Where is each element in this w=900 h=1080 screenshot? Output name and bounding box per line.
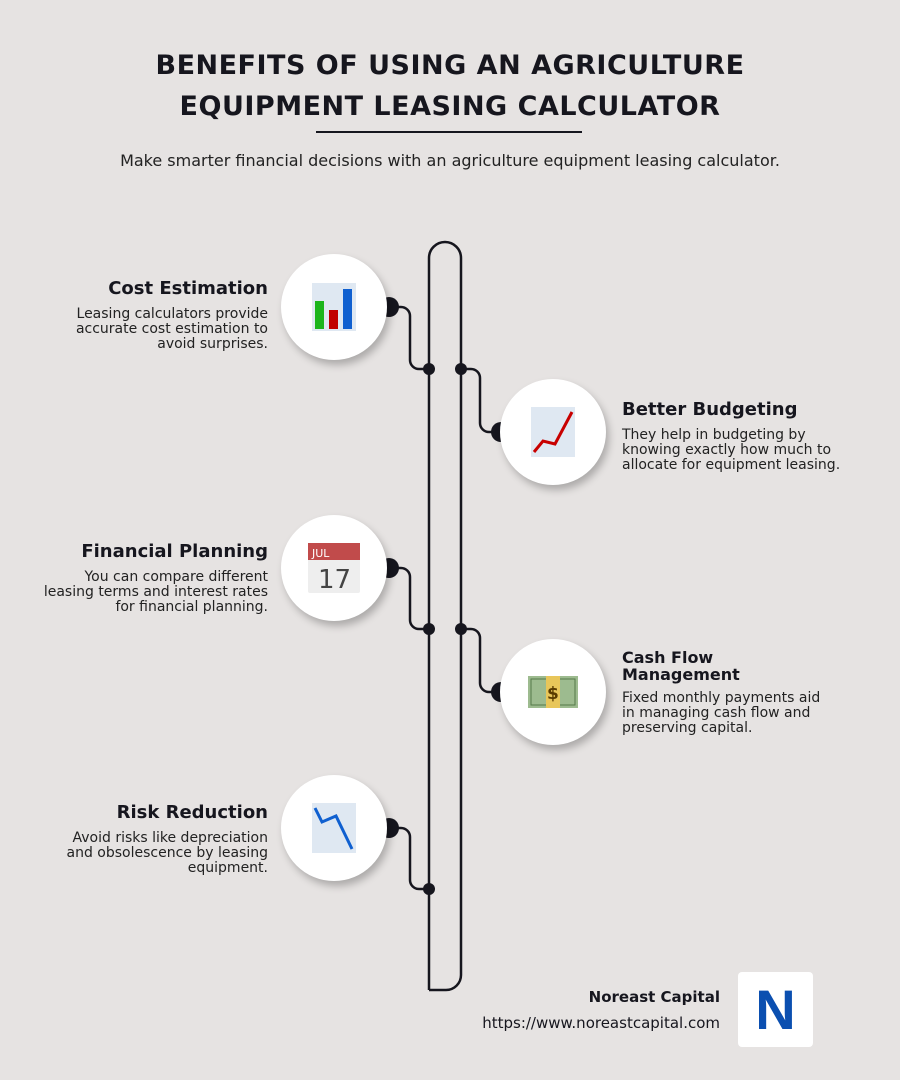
benefit-text: Fixed monthly payments aid in managing c… <box>622 690 821 736</box>
connector-dot <box>423 883 435 895</box>
calendar-icon: JUL 17 <box>308 543 360 593</box>
calendar-day: 17 <box>318 565 351 593</box>
benefit-text: They help in budgeting by knowing exactl… <box>622 427 841 473</box>
benefit-title: Risk Reduction <box>116 802 268 823</box>
banknote-icon: $ <box>528 676 578 708</box>
calendar-month: JUL <box>311 547 330 560</box>
benefit-text: You can compare different leasing terms … <box>43 569 268 615</box>
connector-dot <box>423 363 435 375</box>
title-line-2: EQUIPMENT LEASING CALCULATOR <box>179 91 721 122</box>
benefit-financial-planning: Financial Planning You can compare differ… <box>43 542 268 615</box>
brand-block: Noreast Capital https://www.noreastcapita… <box>482 988 720 1032</box>
risk-reduction-circle <box>281 775 387 881</box>
cash-flow-circle: $ <box>500 639 606 745</box>
benefit-risk-reduction: Risk Reduction Avoid risks like depreciat… <box>43 802 269 876</box>
chart-increasing-icon <box>531 407 575 457</box>
financial-planning-circle: JUL 17 <box>281 515 387 621</box>
benefit-better-budgeting: Better Budgeting They help in budgeting b… <box>622 400 852 473</box>
bar-chart-icon <box>312 283 356 331</box>
company-logo: N <box>738 972 813 1047</box>
connector-dot <box>455 363 467 375</box>
benefit-text: Leasing calculators provide accurate cos… <box>75 306 268 352</box>
connector-dot <box>423 623 435 635</box>
cost-estimation-circle <box>281 254 387 360</box>
subtitle: Make smarter financial decisions with an… <box>120 151 780 170</box>
benefit-title: Better Budgeting <box>622 399 798 420</box>
benefit-title: Cost Estimation <box>108 278 268 299</box>
benefit-title: Financial Planning <box>81 541 268 562</box>
company-name: Noreast Capital <box>588 988 720 1006</box>
page-title: BENEFITS OF USING AN AGRICULTURE EQUIPMEN… <box>0 45 900 127</box>
currency-symbol: $ <box>547 684 559 704</box>
connector-dot <box>455 623 467 635</box>
benefit-cash-flow: Cash Flow Management Fixed monthly paymen… <box>622 649 832 736</box>
benefit-cost-estimation: Cost Estimation Leasing calculators provi… <box>43 279 268 352</box>
benefit-title: Cash Flow Management <box>622 648 740 684</box>
chart-decreasing-icon <box>312 803 356 853</box>
benefit-text: Avoid risks like depreciation and obsole… <box>66 830 269 876</box>
better-budgeting-circle <box>500 379 606 485</box>
title-divider <box>316 131 582 133</box>
company-url[interactable]: https://www.noreastcapital.com <box>482 1014 720 1032</box>
title-line-1: BENEFITS OF USING AN AGRICULTURE <box>155 50 745 81</box>
